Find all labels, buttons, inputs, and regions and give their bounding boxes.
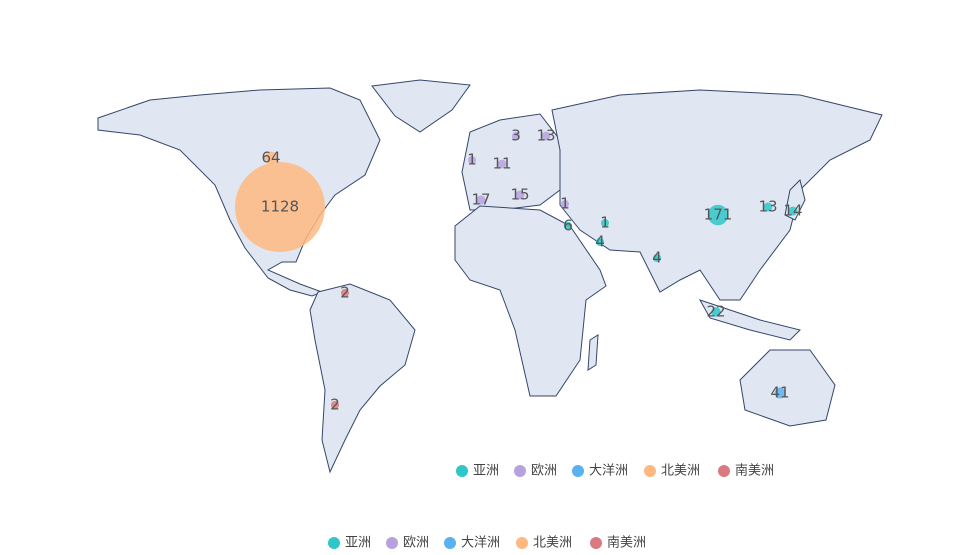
bubble [595,237,605,247]
bubble [476,195,486,205]
legend-marker [456,465,468,477]
legend-label: 南美洲 [735,463,774,479]
bubble-label: 4 [595,233,605,251]
bubble-label: 171 [704,206,733,224]
legend-label: 欧洲 [531,464,557,479]
bubble [264,151,278,165]
legend-marker [572,465,584,477]
bubble [707,204,729,226]
bubble-label: 22 [706,303,725,321]
bubble-label: 41 [770,384,789,402]
legend: 亚洲 欧洲 大洋洲 北美洲 南美洲 [456,463,774,479]
bubble [497,159,507,169]
legend-label: 北美洲 [533,536,572,551]
madagascar [587,334,599,371]
bubble [511,131,521,141]
bubble [774,387,786,399]
bubble-label: 13 [758,198,777,216]
africa [454,205,607,397]
legend-label: 大洋洲 [589,464,628,479]
bubble [560,199,570,209]
australia [739,349,836,427]
legend-marker [644,465,656,477]
legend-marker [328,537,340,549]
legend-label: 欧洲 [403,536,429,551]
bubble-label: 2 [330,396,340,414]
legend-marker [718,465,730,477]
south-america [309,283,416,474]
bubble [467,155,477,165]
bubble [330,400,340,410]
legend-marker [516,537,528,549]
bubble-label: 64 [261,149,280,167]
bubble-label: 1 [467,151,477,169]
bubble [600,218,610,228]
bubble [788,206,798,216]
bubble [652,253,662,263]
asia [551,89,883,301]
bubble-label: 14 [783,202,802,220]
bubble [515,190,525,200]
bubble [763,202,773,212]
bubble-label: 17 [471,191,490,209]
legend-label: 大洋洲 [461,536,500,551]
land [97,79,883,474]
bubble-label: 1 [560,195,570,213]
bubble-label: 6 [563,217,573,235]
bubble-label: 15 [510,186,529,204]
legend: 亚洲 欧洲 大洋洲 北美洲 南美洲 [328,535,646,551]
bubble [563,221,573,231]
bubble-label: 1128 [261,198,299,216]
legend-label: 北美洲 [661,464,700,479]
legend-marker [514,465,526,477]
greenland [371,79,471,133]
legend-marker [386,537,398,549]
bubble [235,162,325,252]
bubble-label: 11 [492,155,511,173]
bubble-label: 3 [511,127,521,145]
bubble [340,288,350,298]
bubble-label: 13 [536,127,555,145]
bubble-label: 2 [340,284,350,302]
islands [698,299,801,341]
bubble [541,131,551,141]
legend-label: 南美洲 [607,535,646,551]
legend-label: 亚洲 [345,536,371,551]
bubble-label: 4 [652,249,662,267]
bubble-label: 1 [600,214,610,232]
legend-marker [444,537,456,549]
legend-marker [590,537,602,549]
bubble [711,307,721,317]
legend-label: 亚洲 [473,464,499,479]
